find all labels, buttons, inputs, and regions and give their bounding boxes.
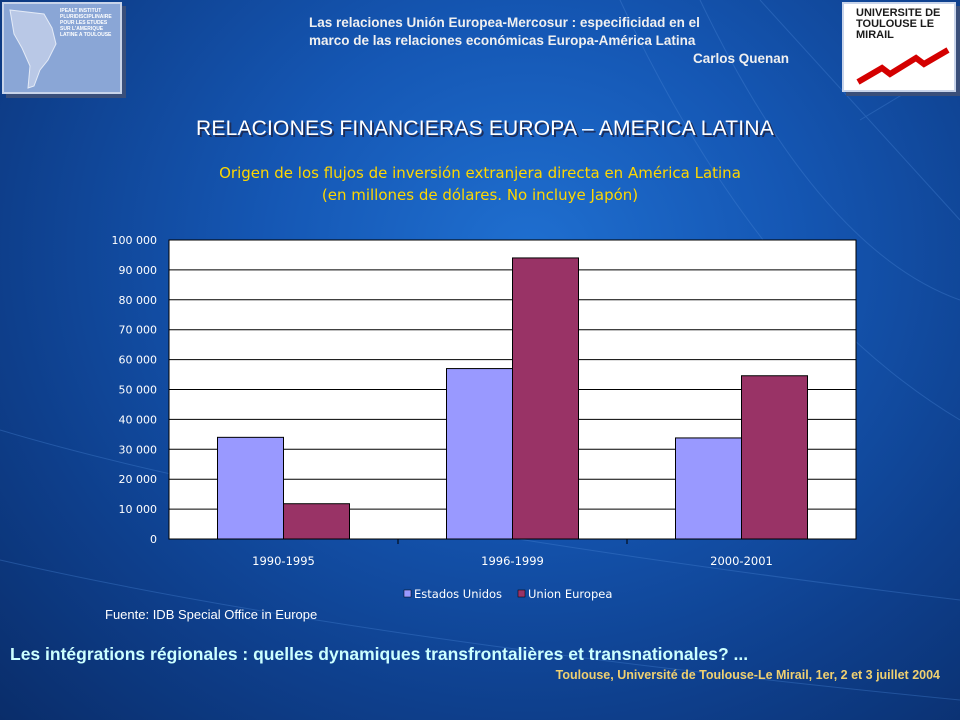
- ipealt-logo-text: IPEALT INSTITUT PLURIDISCIPLINAIRE POUR …: [60, 8, 112, 38]
- slide-header: Las relaciones Unión Europea-Mercosur : …: [309, 14, 789, 68]
- bar-estados-unidos: [446, 368, 513, 540]
- legend-swatch: [517, 589, 526, 598]
- bar-union-europea: [283, 503, 350, 540]
- y-tick-label: 0: [150, 533, 157, 546]
- x-tick-label: 1996-1999: [481, 554, 544, 568]
- y-tick-label: 40 000: [119, 413, 158, 426]
- section-title: RELACIONES FINANCIERAS EUROPA – AMERICA …: [196, 117, 774, 140]
- bar-union-europea: [741, 375, 808, 540]
- header-line1: Las relaciones Unión Europea-Mercosur : …: [309, 15, 700, 30]
- header-line2: marco de las relaciones económicas Europ…: [309, 33, 696, 48]
- universite-logo-text: UNIVERSITE DE TOULOUSE LE MIRAIL: [856, 7, 941, 41]
- chart-title-line2: (en millones de dólares. No incluye Japó…: [321, 186, 639, 204]
- y-tick-label: 100 000: [112, 234, 158, 247]
- source-note: Fuente: IDB Special Office in Europe: [105, 607, 318, 622]
- legend-label: Estados Unidos: [414, 587, 502, 601]
- y-tick-label: 70 000: [119, 324, 158, 337]
- header-author: Carlos Quenan: [692, 51, 789, 66]
- chart-title: Origen de los flujos de inversión extran…: [160, 162, 800, 206]
- bar-estados-unidos: [217, 436, 284, 540]
- chart-title-line1: Origen de los flujos de inversión extran…: [219, 164, 741, 182]
- y-tick-label: 10 000: [119, 503, 158, 516]
- x-tick-label: 1990-1995: [252, 554, 315, 568]
- y-tick-label: 80 000: [119, 294, 158, 307]
- latin-america-map-icon: [9, 9, 57, 89]
- ipealt-logo: IPEALT INSTITUT PLURIDISCIPLINAIRE POUR …: [2, 2, 122, 94]
- bar-union-europea: [512, 257, 579, 540]
- x-tick-label: 2000-2001: [710, 554, 773, 568]
- y-tick-label: 30 000: [119, 443, 158, 456]
- y-tick-label: 60 000: [119, 354, 158, 367]
- y-tick-label: 20 000: [119, 473, 158, 486]
- y-tick-label: 90 000: [119, 264, 158, 277]
- footer-title: Les intégrations régionales : quelles dy…: [10, 644, 749, 664]
- red-zigzag-icon: [856, 47, 950, 85]
- footer-event: Toulouse, Université de Toulouse-Le Mira…: [555, 668, 940, 682]
- legend-swatch: [403, 589, 412, 598]
- legend-label: Union Europea: [528, 587, 612, 601]
- bar-estados-unidos: [675, 437, 742, 540]
- y-tick-label: 50 000: [119, 384, 158, 397]
- universite-toulouse-logo: UNIVERSITE DE TOULOUSE LE MIRAIL: [842, 2, 956, 92]
